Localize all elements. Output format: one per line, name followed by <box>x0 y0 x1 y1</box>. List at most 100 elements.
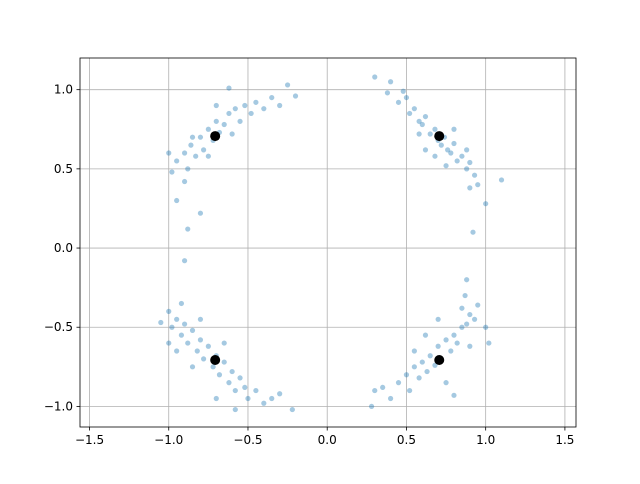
scatter-point <box>181 321 188 327</box>
scatter-point <box>486 340 492 346</box>
y-tick-label: 1.0 <box>54 83 73 97</box>
scatter-point <box>422 113 429 120</box>
scatter-point <box>432 153 438 159</box>
scatter-point <box>467 159 473 166</box>
scatter-point <box>483 201 489 207</box>
scatter-point <box>174 348 180 354</box>
scatter-point <box>232 106 238 112</box>
scatter-point <box>411 348 417 354</box>
scatter-point <box>443 337 449 343</box>
y-tick-label: 0.5 <box>54 162 73 176</box>
scatter-point <box>384 90 391 96</box>
scatter-point <box>372 387 378 394</box>
scatter-point <box>475 302 481 308</box>
scatter-point <box>498 177 505 183</box>
x-tick-label: −0.5 <box>233 433 262 447</box>
scatter-point <box>464 321 470 327</box>
scatter-point <box>166 150 172 156</box>
scatter-point <box>462 292 468 299</box>
scatter-point <box>395 99 402 105</box>
scatter-point <box>284 82 291 88</box>
scatter-point <box>174 158 180 164</box>
scatter-point <box>459 153 465 159</box>
scatter-point <box>422 147 429 153</box>
scatter-point <box>269 94 275 101</box>
scatter-point <box>416 118 422 124</box>
scatter-point <box>181 178 188 185</box>
axes-frame <box>79 57 577 428</box>
scatter-point <box>292 93 299 99</box>
scatter-point <box>387 79 394 85</box>
scatter-point <box>261 400 267 406</box>
scatter-point <box>201 356 207 362</box>
scatter-point <box>242 102 248 109</box>
scatter-point <box>221 359 227 365</box>
scatter-point <box>403 94 410 101</box>
scatter-point <box>400 88 406 94</box>
scatter-point <box>181 150 188 156</box>
scatter-point <box>248 110 254 117</box>
scatter-point <box>438 142 444 148</box>
scatter-point <box>427 131 433 137</box>
scatter-point <box>210 364 216 370</box>
scatter-point <box>419 121 425 128</box>
scatter-point <box>277 391 283 397</box>
scatter-point <box>435 316 441 322</box>
scatter-point <box>434 355 445 366</box>
scatter-point <box>201 147 207 153</box>
scatter-point <box>434 131 445 142</box>
x-tick-label: −1.0 <box>154 433 183 447</box>
scatter-point <box>213 395 219 402</box>
scatter-point <box>451 392 457 398</box>
scatter-point <box>213 118 219 124</box>
scatter-point <box>237 375 243 381</box>
scatter-point <box>166 340 172 346</box>
scatter-point <box>368 403 375 410</box>
y-tick-label: −0.5 <box>44 320 73 334</box>
scatter-point <box>443 163 449 169</box>
scatter-point <box>181 258 188 264</box>
scatter-point <box>467 185 473 191</box>
scatter-point <box>232 387 238 394</box>
scatter-point <box>422 332 429 338</box>
scatter-point <box>459 324 465 330</box>
scatter-point <box>451 140 457 147</box>
scatter-point <box>221 121 227 128</box>
scatter-point <box>470 229 476 235</box>
scatter-point <box>232 406 238 413</box>
scatter-point <box>194 348 200 354</box>
scatter-point <box>210 131 221 142</box>
scatter-point <box>169 169 175 175</box>
scatter-point <box>189 134 196 140</box>
scatter-point <box>416 375 422 381</box>
x-tick-label: 1.5 <box>555 433 574 447</box>
scatter-point <box>158 319 164 326</box>
scatter-point <box>464 166 470 172</box>
scatter-point <box>289 406 295 413</box>
scatter-point <box>178 300 185 307</box>
scatter-point <box>471 172 478 178</box>
scatter-point <box>226 110 232 117</box>
scatter-point <box>454 340 460 346</box>
scatter-point <box>467 311 473 318</box>
scatter-point <box>269 395 275 402</box>
scatter-point <box>169 324 175 330</box>
scatter-point <box>197 134 204 140</box>
scatter-point <box>166 308 172 314</box>
scatter-point <box>216 372 223 378</box>
x-tick-label: 0.5 <box>397 433 416 447</box>
scatter-point <box>411 106 417 112</box>
scatter-point <box>221 340 227 346</box>
scatter-point <box>448 150 454 156</box>
scatter-point <box>424 368 430 375</box>
scatter-point <box>419 359 425 365</box>
scatter-point <box>435 343 441 349</box>
scatter-point <box>445 147 451 153</box>
x-tick-label: 1.0 <box>476 433 495 447</box>
scatter-point <box>277 102 283 109</box>
scatter-point <box>411 364 417 370</box>
x-tick-label: 0.0 <box>318 433 337 447</box>
scatter-point <box>174 197 180 204</box>
